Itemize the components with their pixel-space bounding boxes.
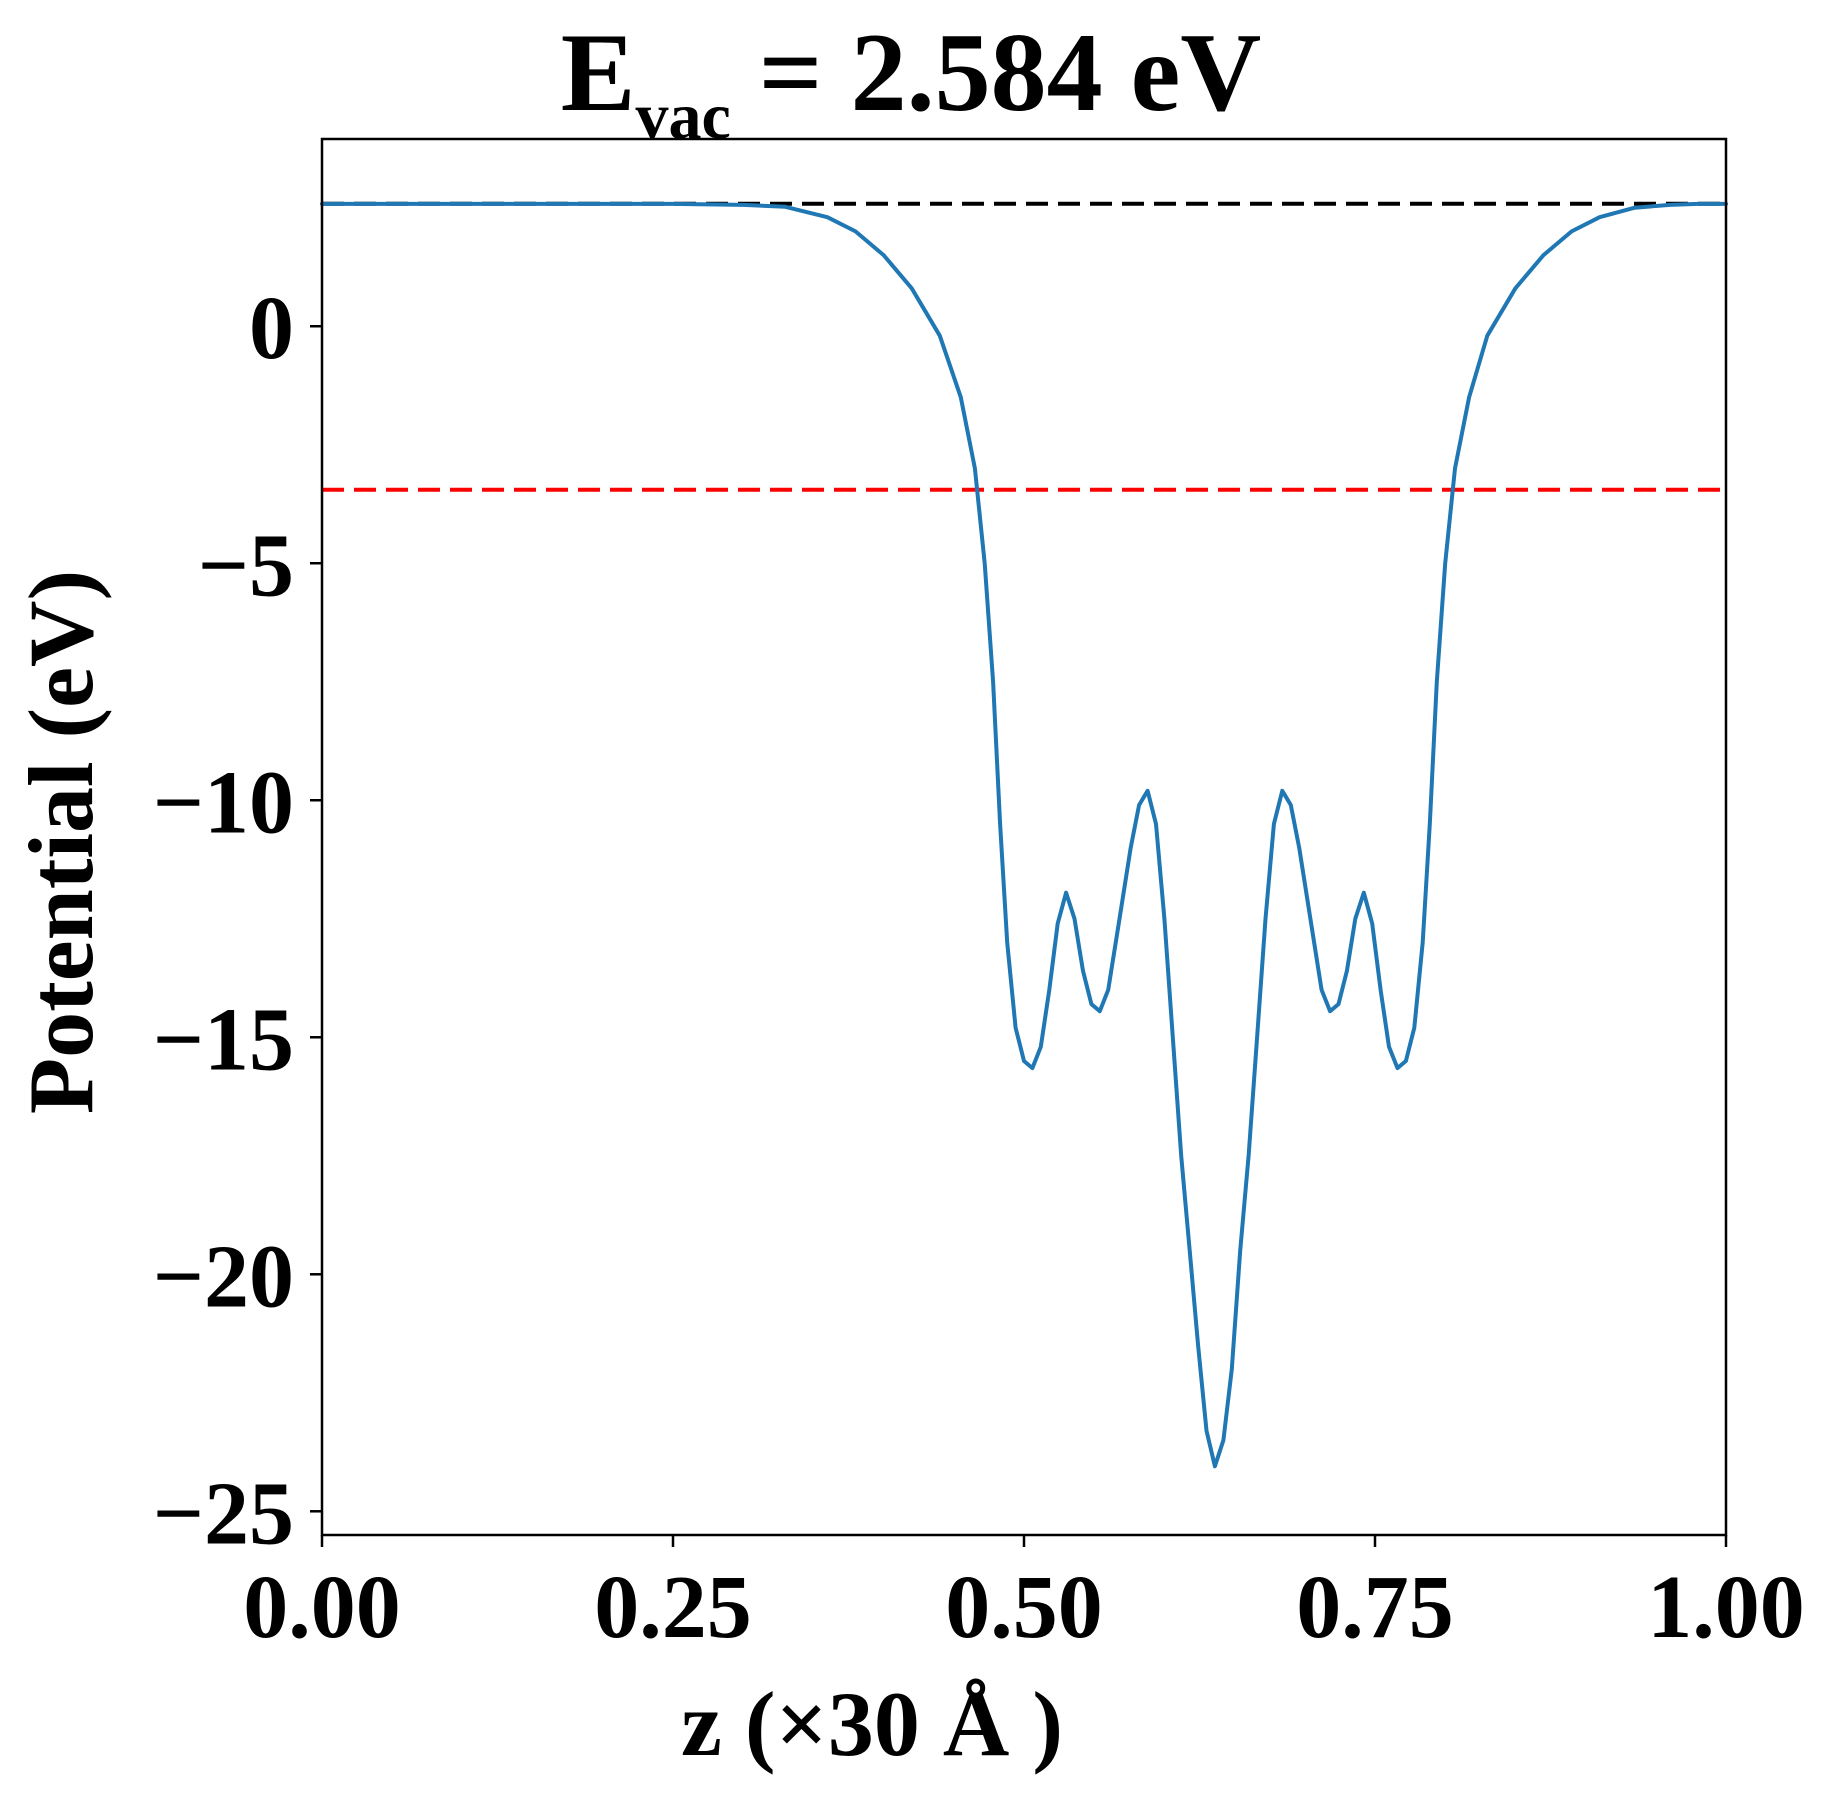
- chart-title-subscript: vac: [635, 80, 730, 153]
- x-tick-label: 0.00: [243, 1558, 401, 1657]
- y-tick-label: −10: [153, 753, 294, 852]
- x-tick-label: 1.00: [1647, 1558, 1805, 1657]
- x-tick-label: 0.50: [945, 1558, 1103, 1657]
- x-tick-label: 0.25: [594, 1558, 752, 1657]
- chart-title-main: E: [561, 11, 636, 135]
- y-axis-label: Potential (eV): [10, 570, 112, 1114]
- series-layer: [320, 201, 1728, 1469]
- series-line-0: [320, 201, 1728, 1469]
- tick-layer: 0.00 0.25 0.50 0.75 1.00 0 −5 −10 −15 −20 −25: [153, 279, 1805, 1657]
- y-tick-label: −25: [153, 1464, 294, 1563]
- y-tick-label: −20: [153, 1227, 294, 1326]
- x-axis-label: z (×30 Å ): [681, 1673, 1063, 1775]
- y-tick-label: −5: [198, 516, 294, 615]
- chart-title: Evac = 2.584 eV: [561, 11, 1261, 153]
- y-tick-label: −15: [153, 990, 294, 1089]
- chart-title-rest: = 2.584 eV: [731, 11, 1261, 135]
- y-tick-label: 0: [249, 279, 294, 378]
- x-tick-label: 0.75: [1296, 1558, 1454, 1657]
